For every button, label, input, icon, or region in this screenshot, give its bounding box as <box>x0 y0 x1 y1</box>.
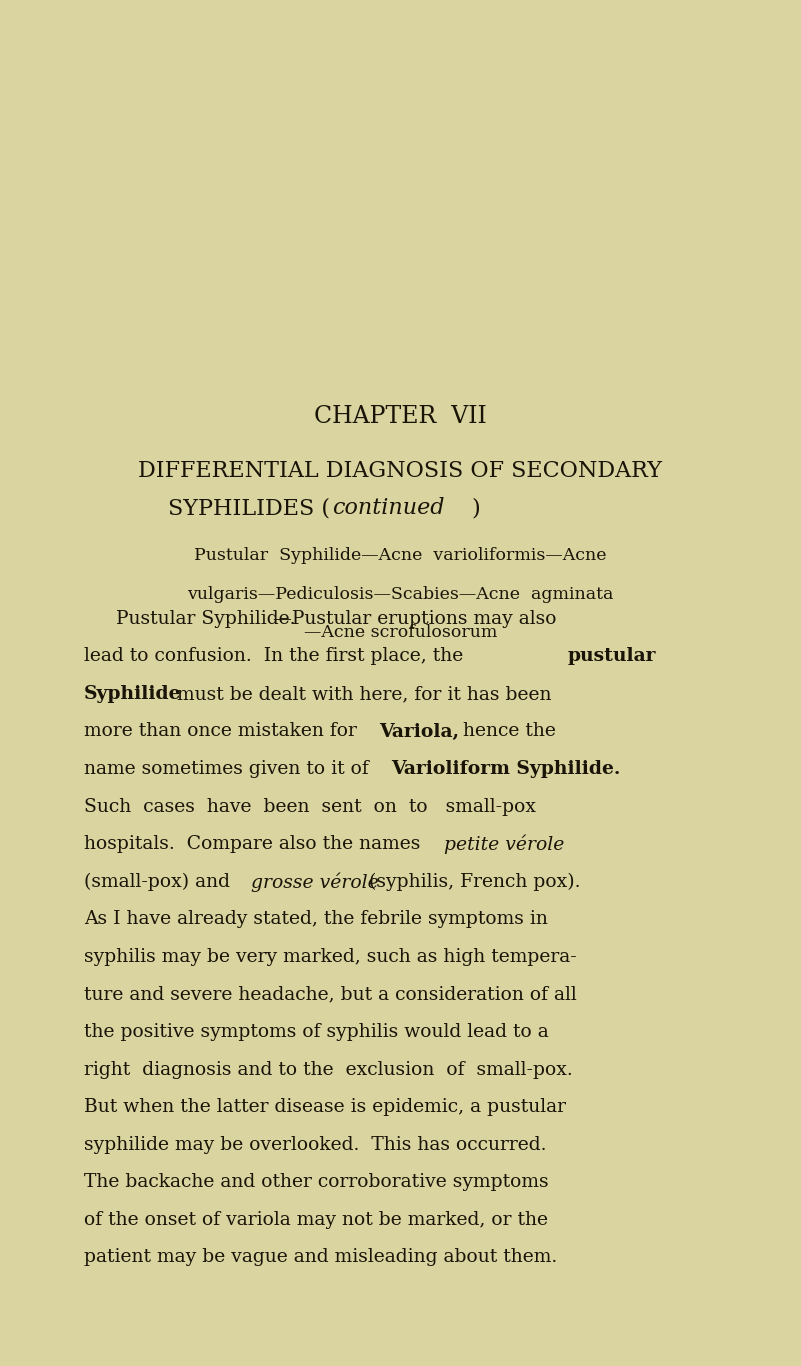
Text: (small-pox) and: (small-pox) and <box>84 873 236 891</box>
Text: continued: continued <box>332 497 445 519</box>
Text: SYPHILIDES (: SYPHILIDES ( <box>168 497 330 519</box>
Text: Pustular  Syphilide—Acne  varioliformis—Acne: Pustular Syphilide—Acne varioliformis—Ac… <box>195 548 606 564</box>
Text: (syphilis, French pox).: (syphilis, French pox). <box>363 873 581 891</box>
Text: vulgaris—Pediculosis—Scabies—Acne  agminata: vulgaris—Pediculosis—Scabies—Acne agmina… <box>187 586 614 602</box>
Text: petite vérole: petite vérole <box>444 835 564 854</box>
Text: more than once mistaken for: more than once mistaken for <box>84 723 363 740</box>
Text: ture and severe headache, but a consideration of all: ture and severe headache, but a consider… <box>84 985 577 1004</box>
Text: lead to confusion.  In the first place, the: lead to confusion. In the first place, t… <box>84 647 469 665</box>
Text: of the onset of variola may not be marked, or the: of the onset of variola may not be marke… <box>84 1210 548 1229</box>
Text: patient may be vague and misleading about them.: patient may be vague and misleading abou… <box>84 1249 557 1266</box>
Text: Such  cases  have  been  sent  on  to   small-pox: Such cases have been sent on to small-po… <box>84 798 536 816</box>
Text: right  diagnosis and to the  exclusion  of  small-pox.: right diagnosis and to the exclusion of … <box>84 1060 573 1079</box>
Text: pustular: pustular <box>568 647 656 665</box>
Text: syphilide may be overlooked.  This has occurred.: syphilide may be overlooked. This has oc… <box>84 1135 546 1154</box>
Text: ): ) <box>471 497 480 519</box>
Text: DIFFERENTIAL DIAGNOSIS OF SECONDARY: DIFFERENTIAL DIAGNOSIS OF SECONDARY <box>139 460 662 482</box>
Text: As I have already stated, the febrile symptoms in: As I have already stated, the febrile sy… <box>84 910 548 929</box>
Text: CHAPTER  VII: CHAPTER VII <box>314 406 487 428</box>
Text: hospitals.  Compare also the names: hospitals. Compare also the names <box>84 835 426 854</box>
Text: the positive symptoms of syphilis would lead to a: the positive symptoms of syphilis would … <box>84 1023 549 1041</box>
Text: name sometimes given to it of: name sometimes given to it of <box>84 759 375 779</box>
Text: —Acne scrofulosorum: —Acne scrofulosorum <box>304 624 497 641</box>
Text: But when the latter disease is epidemic, a pustular: But when the latter disease is epidemic,… <box>84 1098 566 1116</box>
Text: —Pustular eruptions may also: —Pustular eruptions may also <box>273 609 557 628</box>
Text: Syphilide: Syphilide <box>84 684 182 703</box>
Text: must be dealt with here, for it has been: must be dealt with here, for it has been <box>171 684 551 703</box>
Text: hence the: hence the <box>457 723 556 740</box>
Text: Pustular Syphilide.: Pustular Syphilide. <box>116 609 296 628</box>
Text: syphilis may be very marked, such as high tempera-: syphilis may be very marked, such as hig… <box>84 948 577 966</box>
Text: Variola,: Variola, <box>379 723 459 740</box>
Text: grosse vérole: grosse vérole <box>251 872 378 892</box>
Text: The backache and other corroborative symptoms: The backache and other corroborative sym… <box>84 1173 549 1191</box>
Text: Varioliform Syphilide.: Varioliform Syphilide. <box>391 759 620 779</box>
